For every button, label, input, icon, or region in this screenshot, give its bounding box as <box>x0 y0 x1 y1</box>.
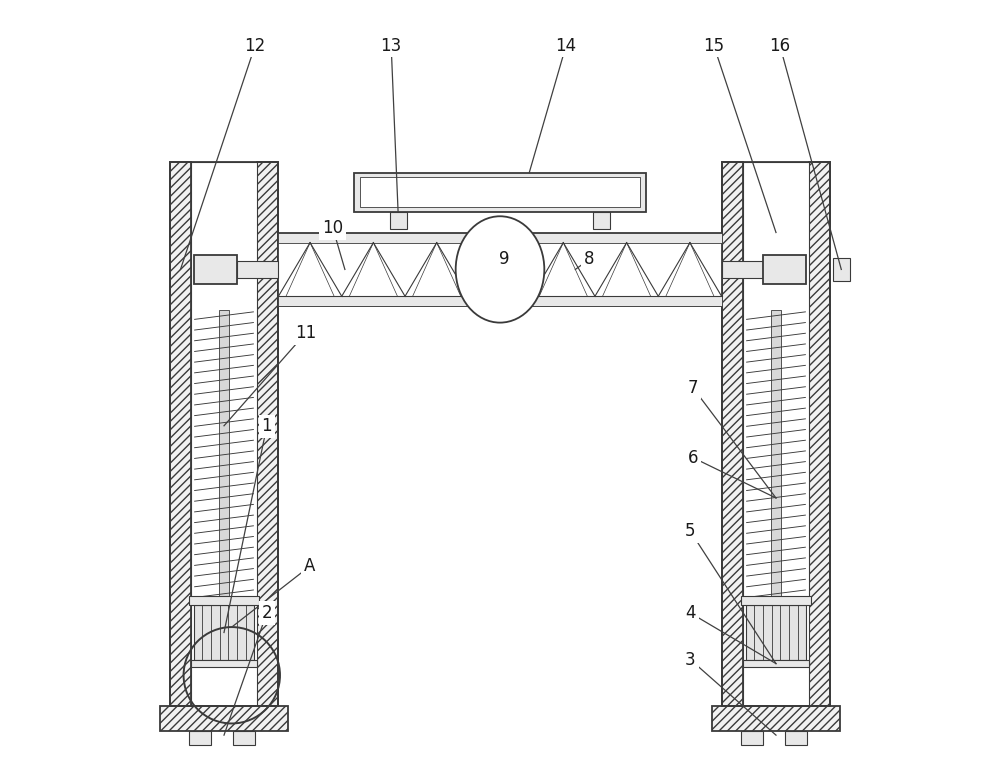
Text: 6: 6 <box>688 449 698 467</box>
Text: 9: 9 <box>499 251 509 269</box>
Bar <box>741 731 763 745</box>
Bar <box>833 258 850 281</box>
Text: 2: 2 <box>261 604 272 622</box>
Text: 13: 13 <box>381 37 402 55</box>
Bar <box>233 731 255 745</box>
Bar <box>593 211 610 229</box>
Bar <box>237 261 278 278</box>
Bar <box>219 310 229 599</box>
Bar <box>722 162 830 706</box>
Bar <box>160 706 288 731</box>
Text: 5: 5 <box>685 522 696 540</box>
Bar <box>278 233 722 243</box>
Bar <box>170 162 278 706</box>
Bar <box>278 233 722 306</box>
Bar <box>194 254 237 284</box>
Text: 15: 15 <box>703 37 724 55</box>
Bar <box>763 254 806 284</box>
Text: 10: 10 <box>322 219 343 237</box>
Bar <box>722 261 763 278</box>
Text: 11: 11 <box>295 324 316 342</box>
Bar <box>743 162 809 706</box>
Bar <box>360 177 640 207</box>
Bar <box>191 162 257 706</box>
Text: 1: 1 <box>261 417 272 435</box>
Text: 16: 16 <box>769 37 790 55</box>
Bar <box>722 162 743 706</box>
Bar <box>189 596 259 605</box>
Text: 4: 4 <box>685 604 696 622</box>
Bar <box>278 296 722 306</box>
Text: 12: 12 <box>244 37 266 55</box>
Bar <box>785 731 807 745</box>
Text: A: A <box>304 557 315 576</box>
Bar <box>194 605 254 660</box>
Bar <box>746 605 806 660</box>
Bar <box>170 162 191 706</box>
Text: 14: 14 <box>556 37 577 55</box>
Bar <box>191 660 257 667</box>
Text: 3: 3 <box>685 651 696 669</box>
Bar <box>390 211 407 229</box>
Bar <box>189 731 211 745</box>
Bar <box>712 706 840 731</box>
Ellipse shape <box>456 216 544 323</box>
Bar <box>809 162 830 706</box>
Text: 8: 8 <box>584 251 595 269</box>
Bar <box>257 162 278 706</box>
Bar <box>771 310 781 599</box>
Bar <box>354 172 646 211</box>
Text: 7: 7 <box>688 379 698 397</box>
Bar <box>741 596 811 605</box>
Bar <box>743 660 809 667</box>
